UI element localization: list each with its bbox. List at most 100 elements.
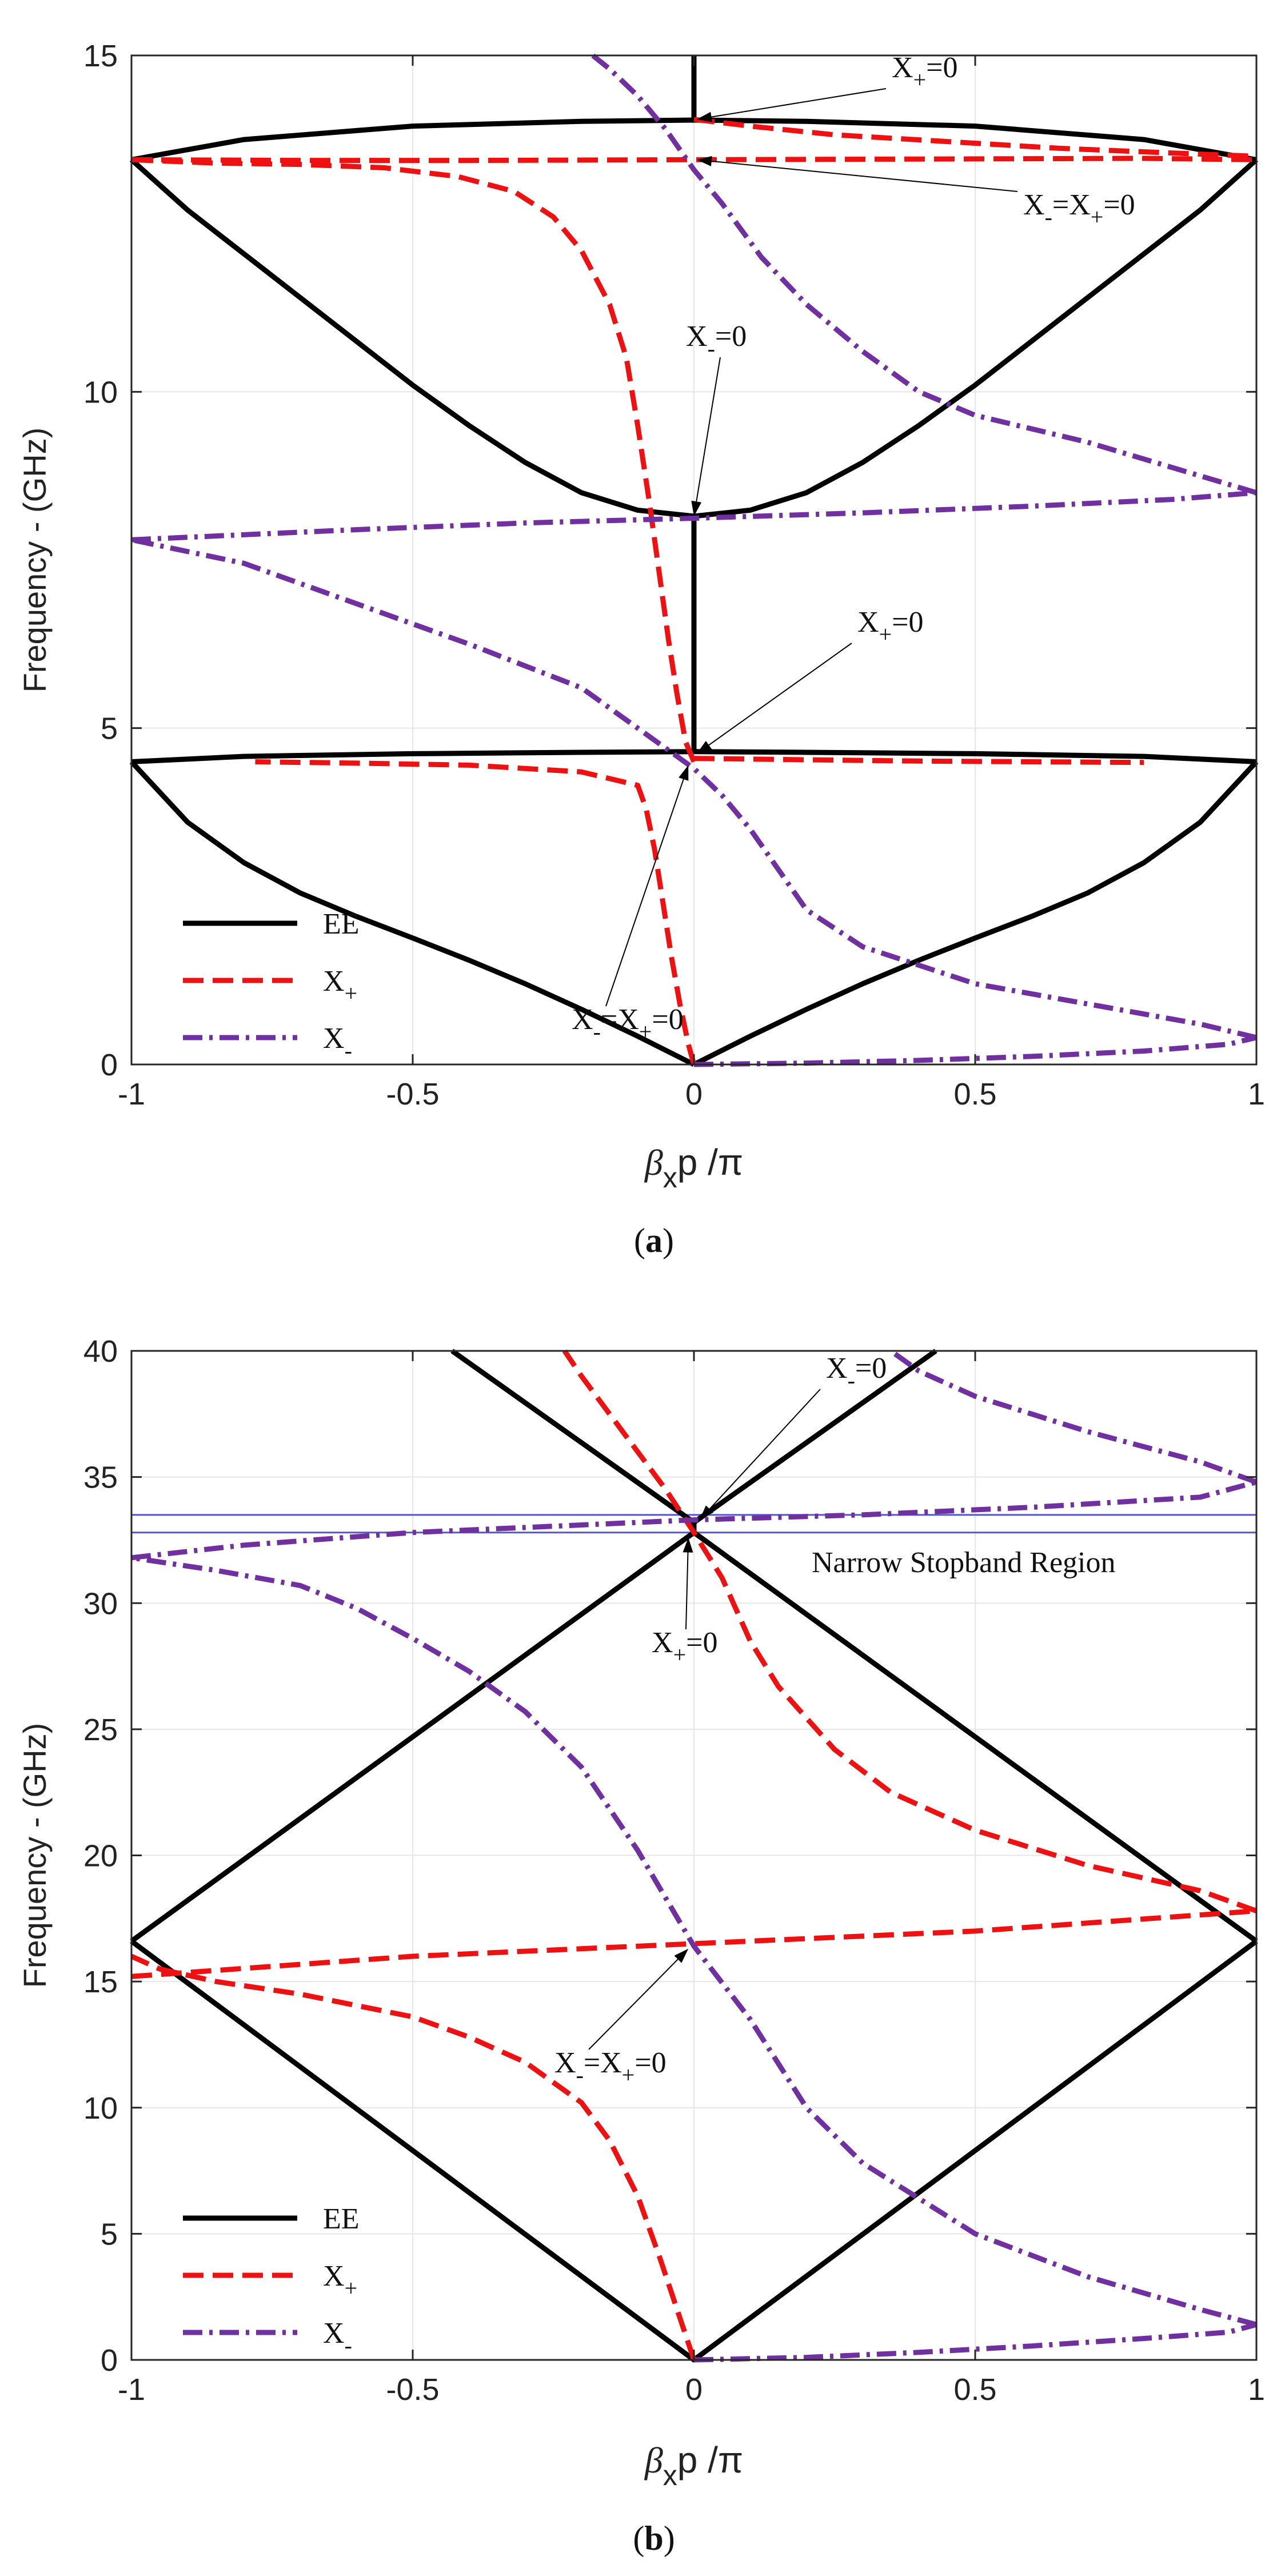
y-tick-label: 0 — [101, 2343, 118, 2378]
series-xminus-line — [693, 2322, 1258, 2363]
annotation-label: X-=X+=0 — [1023, 189, 1135, 230]
annotation-arrow-head — [691, 500, 702, 516]
annotation-arrow-line — [700, 88, 887, 119]
series-ee-line — [692, 760, 1259, 1067]
legend-label-main: X — [323, 1022, 345, 1055]
y-tick-label: 15 — [83, 39, 118, 73]
annotation-arrow-line — [700, 159, 1018, 192]
annotation-tail2: =0 — [1103, 189, 1135, 221]
annotation-arrow-head — [679, 765, 689, 781]
annotation-label: X+=0 — [652, 1626, 717, 1668]
y-tick-label: 35 — [83, 1461, 118, 1495]
annotation-main: X — [892, 51, 913, 84]
annotation-tail2: =0 — [634, 2047, 666, 2079]
annotation-arrow-line — [693, 357, 721, 513]
x-axis-label-rest: p /π — [677, 1142, 743, 1183]
annotation-arrow-line — [699, 643, 852, 752]
stopband-label: Narrow Stopband Region — [812, 1546, 1115, 1579]
y-tick-label: 5 — [101, 2217, 118, 2251]
legend-label-main: X — [323, 965, 345, 998]
series-xminus-line — [131, 1555, 1258, 2327]
x-axis-label-beta: β — [644, 1142, 663, 1183]
annotation-tail: =0 — [686, 1626, 717, 1659]
annotation-label: X+=0 — [892, 51, 957, 93]
annotation-sub: - — [1045, 204, 1052, 230]
x-axis-label: βxp /π — [644, 1142, 743, 1194]
legend-label: EE — [323, 2203, 360, 2235]
annotation-arrow-head — [696, 156, 712, 166]
annotation-sub: + — [913, 67, 927, 93]
series-xplus-line — [131, 157, 697, 763]
series-xminus-line — [693, 1035, 1258, 1067]
annotation-tail: =0 — [855, 1352, 887, 1385]
caption-prefix: ( — [633, 2519, 644, 2557]
caption-suffix: ) — [663, 1222, 674, 1259]
annotation-tail: =0 — [715, 320, 747, 353]
series-ee-line — [129, 760, 696, 1067]
caption-letter: b — [644, 2519, 663, 2557]
x-axis-label-sub: x — [663, 1162, 677, 1194]
annotation-sub2: + — [639, 1019, 652, 1044]
annotation-label: X-=X+=0 — [554, 2047, 667, 2088]
series-xplus-line — [130, 1953, 697, 2361]
x-tick-label: 1 — [1248, 1077, 1265, 1111]
annotation-main: X — [572, 1003, 593, 1036]
annotation-arrow-head — [696, 111, 712, 122]
annotation-tail: =0 — [892, 606, 923, 639]
series-xminus-line — [131, 537, 1258, 1040]
annotation-label: X-=0 — [826, 1352, 887, 1393]
x-tick-label: 0.5 — [953, 2372, 996, 2407]
annotation-main: X — [686, 320, 708, 353]
legend-label: X+ — [323, 965, 357, 1006]
series-xplus-line — [131, 155, 1257, 164]
chart-panel-b: Narrow Stopband Region-1 -0.5 0 0.5 10510152… — [17, 1334, 1265, 2557]
y-tick-label: 0 — [101, 1048, 118, 1082]
legend-label-sub: - — [345, 1038, 352, 1063]
annotation-tail: =X — [1052, 189, 1091, 221]
y-tick-label: 10 — [83, 2091, 118, 2126]
annotation-tail: =0 — [926, 51, 957, 84]
panel-caption: (a) — [634, 1222, 674, 1259]
annotation-arrow-line — [685, 1541, 689, 1630]
annotation-sub: - — [848, 1367, 855, 1393]
annotation-label: X-=0 — [686, 320, 747, 361]
x-tick-label: -0.5 — [386, 1077, 439, 1111]
legend-label-sub: - — [345, 2332, 352, 2358]
panel-caption: (b) — [633, 2519, 675, 2557]
annotation-sub: + — [673, 1642, 687, 1668]
annotation-label: X+=0 — [857, 606, 923, 647]
y-axis-label: Frequency - (GHz) — [17, 428, 53, 693]
series-ee-line — [450, 1349, 696, 1525]
series-xplus-line — [131, 1908, 1257, 1979]
legend-label-main: EE — [323, 908, 360, 940]
x-axis-label-rest: p /π — [677, 2439, 743, 2481]
x-tick-label: 1 — [1248, 2372, 1265, 2407]
caption-prefix: ( — [634, 1222, 645, 1259]
annotation-arrow-line — [605, 768, 688, 1007]
annotation-label: X-=X+=0 — [572, 1003, 684, 1044]
annotation-arrow-head — [674, 1948, 689, 1963]
annotation-sub: + — [879, 621, 892, 647]
annotation-arrow-line — [701, 1389, 821, 1518]
annotation-sub: - — [593, 1019, 601, 1044]
annotation-main: X — [652, 1626, 673, 1659]
annotation-arrow-head — [696, 741, 712, 754]
series-xplus-line — [255, 759, 697, 1066]
annotation-sub2: + — [1091, 204, 1104, 230]
legend-label: X- — [323, 2317, 352, 2358]
legend-label-main: EE — [323, 2203, 360, 2235]
annotation-arrow-head — [683, 1537, 693, 1553]
y-tick-label: 25 — [83, 1713, 118, 1747]
x-tick-label: -1 — [118, 1077, 145, 1111]
y-tick-label: 5 — [101, 712, 118, 746]
legend-label: X- — [323, 1022, 352, 1063]
legend-label: X+ — [323, 2260, 357, 2301]
x-tick-label: 0 — [685, 1077, 703, 1111]
series-xplus-line — [562, 1349, 1258, 1913]
legend-label-sub: + — [345, 2275, 358, 2301]
annotation-main: X — [1023, 189, 1045, 221]
annotation-tail: =X — [584, 2047, 622, 2079]
annotation-main: X — [857, 606, 879, 639]
